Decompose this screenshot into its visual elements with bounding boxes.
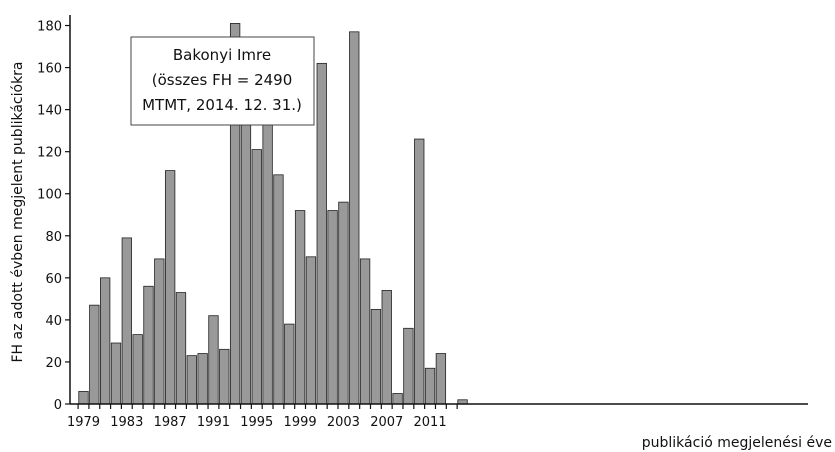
annotation-line-1: Bakonyi Imre	[173, 46, 271, 64]
bar-1988	[175, 292, 187, 405]
x-axis-title: publikáció megjelenési éve	[642, 435, 832, 451]
bar-1982	[110, 342, 122, 405]
x-tick-label-1979: 1979	[67, 415, 100, 430]
x-tick-label-2011: 2011	[414, 415, 447, 430]
y-tick-label-120: 120	[37, 146, 62, 161]
annotation-line-2: (összes FH = 2490	[152, 71, 293, 89]
bar-1997	[273, 174, 284, 405]
y-tick-label-140: 140	[37, 104, 62, 119]
x-tick-label-2007: 2007	[370, 415, 403, 430]
bar-2003	[338, 201, 349, 405]
annotation-box: Bakonyi Imre (összes FH = 2490 MTMT, 201…	[130, 36, 315, 126]
bar-2007	[381, 290, 392, 405]
y-tick-label-20: 20	[45, 356, 62, 371]
bar-1994	[240, 79, 252, 405]
bar-2002	[327, 210, 338, 405]
bar-2000	[305, 256, 317, 405]
bar-1998	[284, 323, 295, 405]
y-tick-label-100: 100	[37, 188, 62, 203]
bar-1986	[154, 258, 165, 405]
bar-2001	[316, 62, 327, 405]
bar-2010	[414, 138, 425, 405]
bar-2006	[370, 308, 382, 405]
bar-1980	[89, 304, 100, 405]
bar-1990	[197, 353, 208, 405]
bar-1979	[78, 390, 89, 405]
y-axis-title: FH az adott évben megjelent publikációkr…	[10, 61, 26, 362]
bar-1984	[132, 334, 143, 405]
y-tick-label-80: 80	[45, 230, 62, 245]
bar-1987	[164, 170, 176, 405]
x-tick-label-1999: 1999	[284, 415, 317, 430]
bar-1985	[143, 285, 154, 405]
annotation-frame	[130, 36, 315, 126]
bar-1999	[294, 210, 306, 405]
bar-2012	[435, 353, 447, 405]
bar-2011	[424, 367, 436, 405]
bar-1991	[208, 315, 219, 405]
bar-1995	[251, 149, 262, 405]
y-tick-label-0: 0	[54, 398, 62, 413]
x-ticks-group: 1979 1983 1987 1991 1995 1999 2003 2007 2011	[67, 404, 458, 430]
x-tick-label-1987: 1987	[154, 415, 187, 430]
bar-1989	[186, 355, 197, 405]
bars-group	[78, 23, 468, 405]
bar-2008	[392, 393, 403, 405]
bar-1983	[121, 237, 132, 405]
y-ticks-group: 0 20 40 60 80 100 120 140 160 180	[37, 20, 70, 413]
y-tick-label-40: 40	[45, 314, 62, 329]
x-tick-label-1991: 1991	[197, 415, 230, 430]
bar-2005	[359, 258, 371, 405]
x-tick-label-1995: 1995	[240, 415, 273, 430]
y-tick-label-160: 160	[37, 62, 62, 77]
y-tick-label-180: 180	[37, 20, 62, 35]
bar-2009	[403, 327, 414, 405]
y-tick-label-60: 60	[45, 272, 62, 287]
axes-group	[69, 15, 808, 405]
x-tick-label-2003: 2003	[327, 415, 360, 430]
annotation-line-3: MTMT, 2014. 12. 31.)	[142, 96, 302, 114]
bar-2004	[349, 31, 360, 405]
x-tick-label-1983: 1983	[110, 415, 143, 430]
bar-1992	[219, 348, 230, 405]
bar-1981	[100, 277, 111, 405]
